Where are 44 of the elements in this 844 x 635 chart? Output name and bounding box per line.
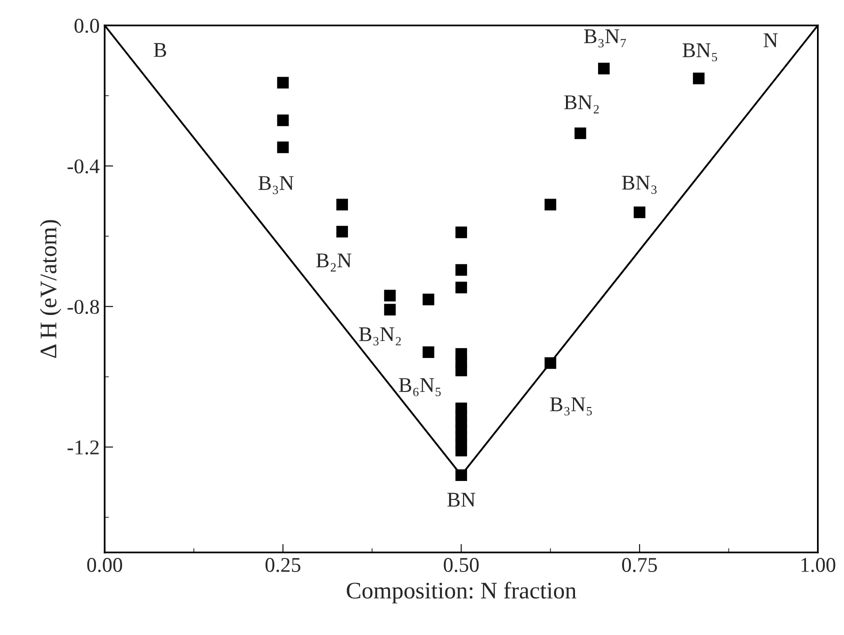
annotation: B₃N₂ bbox=[359, 327, 401, 346]
point bbox=[277, 142, 289, 154]
point bbox=[598, 62, 610, 74]
annotation: B₂N bbox=[316, 254, 352, 272]
point bbox=[455, 264, 468, 276]
point bbox=[384, 290, 396, 302]
point bbox=[455, 444, 468, 456]
point bbox=[455, 282, 468, 294]
point bbox=[384, 304, 396, 316]
x-tick-label: 0.50 bbox=[444, 558, 479, 572]
annotation: N bbox=[764, 33, 778, 48]
point bbox=[544, 198, 556, 210]
point bbox=[455, 364, 468, 376]
y-tick-label: -1.2 bbox=[68, 440, 99, 455]
y-tick-label: -0.8 bbox=[68, 300, 99, 314]
x-tick-label: 0.25 bbox=[266, 558, 300, 572]
point bbox=[692, 72, 705, 84]
point bbox=[336, 226, 348, 238]
annotation: B₃N₅ bbox=[550, 397, 592, 416]
annotation: B₃N bbox=[258, 176, 294, 194]
x-tick-label: 1.00 bbox=[801, 558, 836, 572]
y-tick-label: -0.4 bbox=[68, 159, 100, 174]
annotation: BN₃ bbox=[622, 176, 657, 194]
point bbox=[634, 206, 646, 218]
annotation: BN₂ bbox=[564, 95, 599, 114]
x-tick-label: 0.00 bbox=[87, 558, 122, 572]
point bbox=[455, 226, 468, 238]
point bbox=[336, 198, 348, 210]
x-tick-label: 0.75 bbox=[622, 558, 657, 572]
annotation: B₆N₅ bbox=[398, 378, 441, 396]
annotation: B bbox=[154, 43, 166, 57]
x-axis-title: Composition: N fraction bbox=[346, 582, 576, 604]
point bbox=[422, 346, 434, 358]
annotation: BN bbox=[447, 492, 476, 507]
point bbox=[574, 127, 586, 140]
point bbox=[422, 294, 434, 306]
annotation: BN₅ bbox=[682, 43, 718, 62]
point bbox=[277, 114, 289, 126]
point bbox=[455, 469, 468, 481]
y-tick-label: 0.0 bbox=[74, 18, 99, 33]
point bbox=[544, 357, 556, 369]
point bbox=[277, 76, 289, 88]
annotation: B₃N₇ bbox=[584, 29, 626, 48]
y-axis-title: Δ H (eV/atom) bbox=[40, 220, 62, 358]
